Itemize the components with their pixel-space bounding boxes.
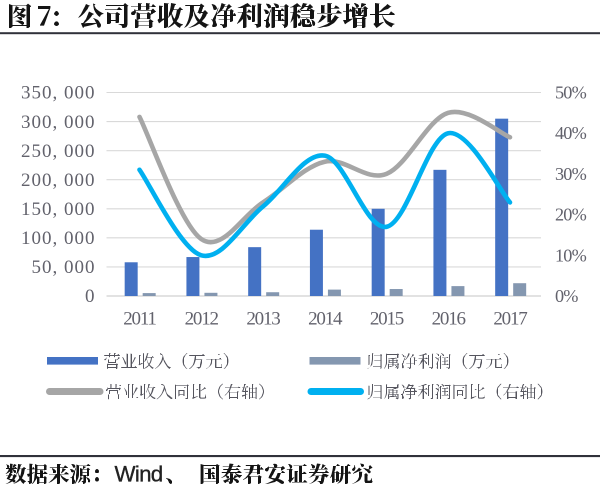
bar-profit	[513, 283, 527, 296]
bar-revenue	[309, 229, 323, 296]
bar-profit	[451, 286, 465, 296]
y-axis-tick-label: 0	[85, 286, 96, 307]
legend-label-profit-glyphs	[367, 353, 509, 369]
bar-profit	[142, 293, 156, 296]
combo-chart: 350, 000 300, 000 250, 000 200, 000 150, 000…	[21, 83, 587, 330]
legend-label-revenue-yoy-glyphs	[106, 383, 264, 400]
y-axis-tick-label: 350, 000	[21, 83, 96, 104]
x-axis-tick-label: 2011	[123, 309, 156, 330]
x-axis-tick-label: 2017	[493, 309, 527, 330]
y2-axis-tick-label: 10%	[555, 245, 587, 265]
y-axis-tick-label: 50, 000	[32, 257, 96, 278]
y2-axis-tick-label: 20%	[555, 205, 587, 225]
figure-footer: Wind	[0, 455, 600, 487]
figure-title	[9, 3, 395, 28]
footer-separator-glyphs	[166, 478, 172, 484]
y2-axis-tick-label: 30%	[555, 164, 587, 184]
y-axis-tick-label: 200, 000	[21, 170, 96, 191]
x-axis-tick-label: 2012	[185, 309, 219, 330]
line-profit-yoy	[137, 130, 513, 259]
footer-rule	[0, 455, 600, 458]
bar-revenue	[124, 262, 138, 296]
y-axis-tick-label: 250, 000	[21, 141, 96, 162]
bar-revenue	[433, 169, 447, 296]
chart-legend	[46, 353, 543, 400]
legend-label-revenue-glyphs	[104, 353, 229, 369]
bar-profit	[266, 292, 280, 296]
line-revenue-yoy	[137, 109, 513, 245]
bar-revenue	[495, 118, 509, 297]
bar-profit	[327, 289, 341, 296]
y2-axis-tick-label: 40%	[555, 123, 587, 143]
bar-profit	[204, 292, 218, 296]
x-axis-tick-label: 2013	[246, 309, 280, 330]
y-axis-tick-label: 150, 000	[21, 199, 96, 220]
footer-prefix-glyphs	[5, 463, 99, 484]
bar-revenue	[186, 257, 200, 296]
x-axis-tick-label: 2014	[308, 309, 343, 330]
x-axis-tick-label: 2015	[370, 309, 404, 330]
x-axis-tick-label: 2016	[432, 309, 466, 330]
title-rule	[0, 32, 600, 35]
figure-label-glyphs	[9, 3, 31, 28]
bar-revenue	[371, 208, 385, 296]
bar-revenue	[248, 247, 262, 296]
legend-swatch-revenue	[47, 357, 98, 365]
bar-profit	[389, 289, 403, 296]
y-axis-tick-label: 300, 000	[21, 112, 96, 133]
footer-suffix-glyphs	[200, 463, 373, 484]
y2-axis-tick-label: 0%	[555, 286, 578, 306]
figure-number-glyphs	[38, 6, 59, 26]
footer-source-name: Wind	[115, 462, 163, 487]
y-axis-tick-label: 100, 000	[21, 228, 96, 249]
legend-label-profit-yoy-glyphs	[367, 383, 543, 400]
legend-swatch-profit	[309, 357, 361, 365]
y2-axis-tick-label: 50%	[555, 83, 587, 103]
figure-title-glyphs	[78, 3, 395, 28]
